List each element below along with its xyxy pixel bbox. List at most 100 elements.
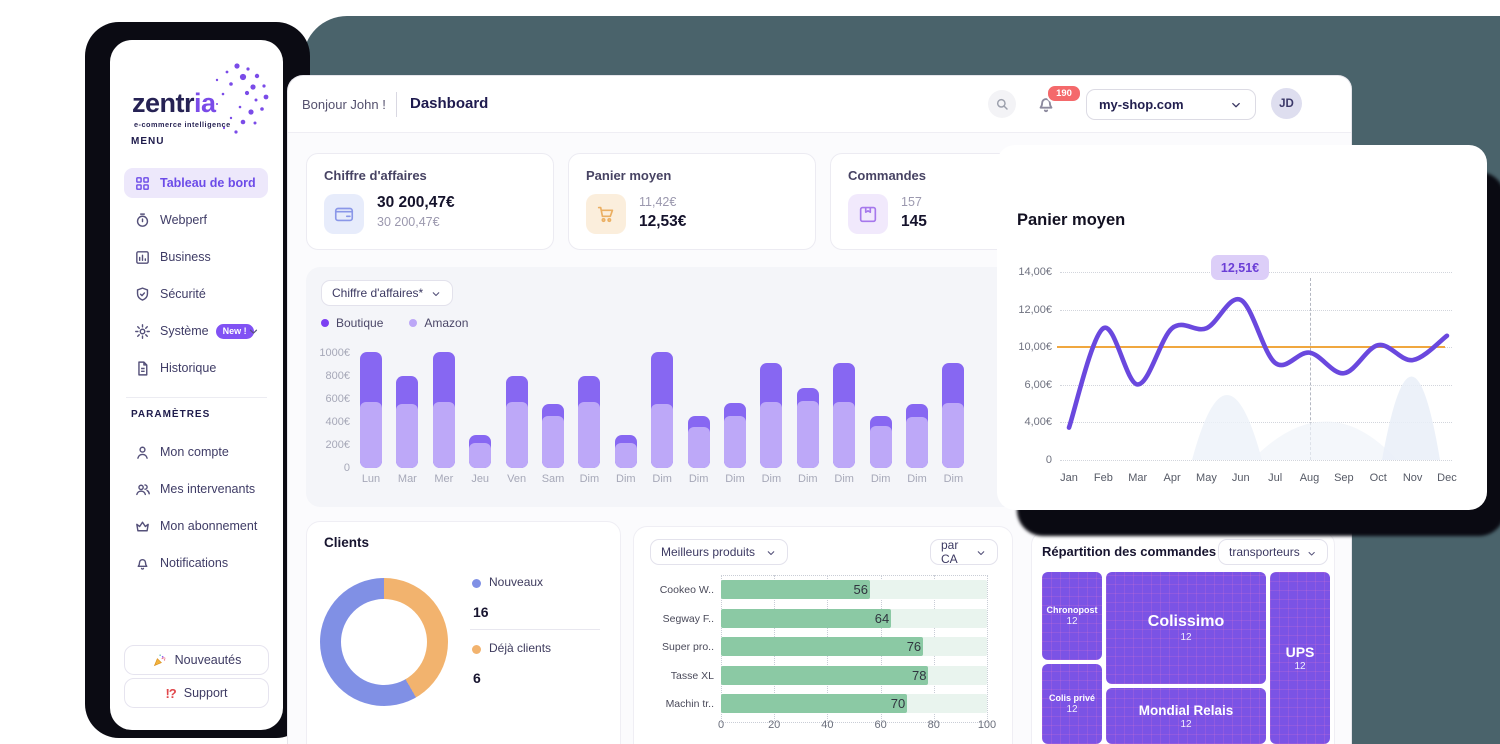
search-button[interactable] xyxy=(988,90,1016,118)
sidebar-item-tableau-de-bord[interactable]: Tableau de bord xyxy=(124,168,268,198)
avatar[interactable]: JD xyxy=(1271,88,1302,119)
notifications-button[interactable] xyxy=(1035,93,1059,117)
treemap-title: Répartition des commandes xyxy=(1042,544,1217,559)
sidebar-item-label: Mon compte xyxy=(160,445,229,459)
treemap-tile-colissimo: Colissimo 12 xyxy=(1106,572,1266,684)
bar-value: 56 xyxy=(853,582,868,597)
x-axis-label: Sam xyxy=(541,473,565,485)
x-axis-label: Dec xyxy=(1437,472,1457,484)
y-axis-label: 1000€ xyxy=(319,347,350,359)
products-filter-select[interactable]: par CA xyxy=(930,538,998,566)
footer-button-support[interactable]: !? Support xyxy=(124,678,269,708)
legend-label: Amazon xyxy=(424,316,469,330)
x-axis-tick: 0 xyxy=(717,719,725,731)
stacked-bar xyxy=(542,403,564,468)
x-axis-tick: 100 xyxy=(977,719,997,731)
treemap-tile-mondial-relais: Mondial Relais 12 xyxy=(1106,688,1266,744)
bar-segment-amazon xyxy=(542,416,564,468)
bar-segment-amazon xyxy=(942,403,965,468)
y-axis-label: 800€ xyxy=(325,370,350,382)
bar-label: Tasse XL xyxy=(670,669,714,682)
top-products-card: Meilleurs produits par CA 0 20 40 60 80 100 Co… xyxy=(633,526,1013,744)
x-axis-tick: 20 xyxy=(768,719,781,731)
x-axis-tick: 80 xyxy=(927,719,940,731)
bar-segment-amazon xyxy=(724,416,746,468)
gridline xyxy=(987,575,988,721)
stacked-bar xyxy=(469,434,492,468)
sidebar-item-mes-intervenants[interactable]: Mes intervenants xyxy=(124,474,268,504)
sidebar-item-mon-abonnement[interactable]: Mon abonnement xyxy=(124,511,268,541)
x-axis-label: Dim xyxy=(616,473,636,485)
kpi-primary-value: 30 200,47€ xyxy=(377,194,455,211)
bar xyxy=(721,665,929,685)
legend-dot xyxy=(409,319,418,327)
sidebar-item-historique[interactable]: Historique xyxy=(124,353,268,383)
sidebar-item-webperf[interactable]: Webperf xyxy=(124,205,268,235)
bar-segment-amazon xyxy=(614,442,637,468)
bar-segment-amazon xyxy=(796,401,819,468)
legend-dot xyxy=(321,319,329,327)
x-axis-label: Dim xyxy=(834,473,854,485)
x-axis-label: Dim xyxy=(870,473,891,485)
x-axis-label: Dim xyxy=(943,473,964,485)
tile-value: 12 xyxy=(1180,718,1192,730)
bar-value: 76 xyxy=(906,639,922,654)
carrier-select[interactable]: transporteurs xyxy=(1218,539,1328,565)
gridline xyxy=(1060,309,1452,311)
x-axis-label: Oct xyxy=(1369,472,1387,484)
notification-badge: 190 xyxy=(1046,84,1082,103)
stacked-bar xyxy=(578,376,601,468)
legend-dot xyxy=(472,579,481,588)
reference-line xyxy=(1057,346,1445,348)
stacked-bar xyxy=(360,351,382,468)
x-axis-label: May xyxy=(1196,472,1217,484)
sidebar-item-s-curit-[interactable]: Sécurité xyxy=(124,279,268,309)
sidebar-item-label: Mon abonnement xyxy=(160,519,258,533)
legend-item-boutique: Boutique xyxy=(321,316,383,330)
page-title: Dashboard xyxy=(410,95,489,112)
kpi-primary-value: 145 xyxy=(901,213,927,230)
stopwatch-icon xyxy=(134,212,151,229)
stacked-bar xyxy=(505,376,528,468)
x-axis-label: Dim xyxy=(907,473,927,485)
y-axis-label: 600€ xyxy=(325,393,350,405)
bar-value: 78 xyxy=(912,667,927,683)
sidebar-divider xyxy=(126,397,267,398)
clients-donut-chart xyxy=(320,578,448,706)
x-axis-tick: 60 xyxy=(874,719,887,731)
stacked-bar xyxy=(796,387,819,468)
bar-segment-amazon xyxy=(360,402,382,468)
y-axis-label: 12,00€ xyxy=(1018,303,1052,316)
sidebar-item-business[interactable]: Business xyxy=(124,242,268,272)
products-select[interactable]: Meilleurs produits xyxy=(650,539,788,565)
sidebar-item-label: Sécurité xyxy=(160,287,206,301)
revenue-metric-select[interactable]: Chiffre d'affaires* xyxy=(321,280,453,306)
donut-hole xyxy=(341,599,427,685)
revenue-legend: Boutique Amazon xyxy=(321,316,468,330)
treemap-tile-ups: UPS 12 xyxy=(1270,572,1330,744)
sidebar-item-syst-me[interactable]: Système New ! xyxy=(124,316,268,346)
x-axis-label: Mar xyxy=(397,473,417,485)
document-icon xyxy=(134,360,151,377)
chevron-down-icon xyxy=(1306,546,1317,558)
footer-button-label: Support xyxy=(183,686,228,700)
legend-value: 16 xyxy=(473,604,489,620)
x-axis-label: Mer xyxy=(434,473,454,485)
legend-label: Nouveaux xyxy=(489,575,544,589)
bar xyxy=(721,637,924,656)
stacked-bar xyxy=(614,434,637,468)
shop-selector-value: my-shop.com xyxy=(1099,97,1184,112)
x-axis-label: Mar xyxy=(1128,472,1148,484)
x-axis-label: Dim xyxy=(688,473,709,485)
products-select-value: Meilleurs produits xyxy=(661,545,756,559)
chevron-down-icon xyxy=(975,546,987,558)
bar-segment-amazon xyxy=(760,401,783,468)
sidebar-item-notifications[interactable]: Notifications xyxy=(124,548,268,578)
kpi-label: Chiffre d'affaires xyxy=(324,168,427,183)
kpi-card-2: Panier moyen 12,53€ 11,42€ xyxy=(568,153,816,250)
sidebar-item-mon-compte[interactable]: Mon compte xyxy=(124,437,268,467)
shop-selector[interactable]: my-shop.com xyxy=(1086,89,1256,120)
footer-button-nouveaut-s[interactable]: Nouveautés xyxy=(124,645,269,675)
basket-average-line-chart xyxy=(1066,297,1450,460)
bar-segment-amazon xyxy=(432,402,455,468)
